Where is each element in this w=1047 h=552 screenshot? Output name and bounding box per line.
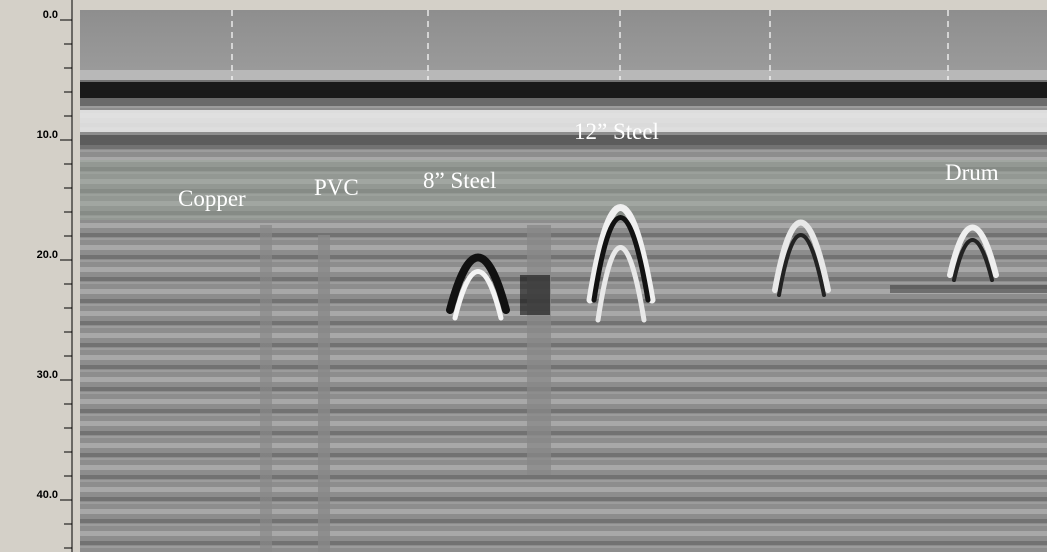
tick-label: 10.0 <box>37 129 58 141</box>
target-label: Copper <box>178 186 246 211</box>
target-label: Drum <box>945 160 999 185</box>
tick-label: 20.0 <box>37 249 58 261</box>
target-label: PVC <box>314 175 359 200</box>
target-label: 12” Steel <box>574 119 659 144</box>
axis-panel <box>0 0 76 552</box>
tick-label: 40.0 <box>37 489 58 501</box>
tick-label: 30.0 <box>37 369 58 381</box>
target-label: 8” Steel <box>423 168 496 193</box>
tick-label: 0.0 <box>43 9 58 21</box>
scan-image <box>80 10 1047 552</box>
